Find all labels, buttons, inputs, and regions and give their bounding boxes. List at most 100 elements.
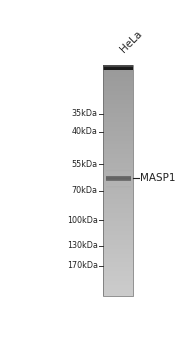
- Bar: [103, 293, 133, 294]
- Bar: [103, 191, 133, 193]
- Bar: [103, 93, 133, 95]
- Bar: [103, 224, 133, 225]
- Bar: [103, 204, 133, 206]
- Bar: [103, 274, 133, 275]
- Bar: [103, 238, 133, 239]
- Bar: [103, 266, 133, 267]
- Bar: [103, 77, 133, 78]
- Bar: [103, 295, 133, 296]
- Bar: [103, 145, 133, 146]
- Bar: [103, 139, 133, 140]
- Bar: [103, 198, 133, 200]
- Bar: [103, 146, 133, 147]
- Bar: [103, 241, 133, 242]
- Bar: [103, 288, 133, 289]
- Bar: [103, 259, 133, 260]
- Bar: [103, 194, 133, 195]
- Bar: [103, 271, 133, 272]
- Bar: [103, 295, 133, 296]
- Bar: [103, 73, 133, 74]
- Bar: [103, 125, 133, 126]
- Bar: [103, 226, 133, 227]
- Bar: [103, 182, 133, 183]
- Bar: [103, 245, 133, 246]
- Bar: [103, 88, 133, 89]
- Bar: [103, 219, 133, 220]
- Text: HeLa: HeLa: [118, 29, 144, 54]
- Bar: [103, 199, 133, 200]
- Bar: [103, 77, 133, 78]
- Bar: [103, 92, 133, 93]
- Bar: [103, 104, 133, 106]
- Bar: [103, 69, 133, 70]
- Bar: [103, 113, 133, 114]
- Bar: [103, 68, 133, 69]
- Bar: [103, 223, 133, 224]
- Bar: [103, 173, 133, 174]
- Bar: [103, 294, 133, 295]
- Bar: [103, 253, 133, 254]
- Bar: [103, 101, 133, 103]
- Bar: [103, 170, 133, 171]
- Bar: [103, 70, 133, 72]
- Bar: [103, 168, 133, 169]
- Bar: [103, 134, 133, 135]
- Bar: [103, 116, 133, 117]
- Bar: [103, 145, 133, 146]
- Bar: [103, 160, 133, 161]
- Bar: [103, 102, 133, 103]
- Bar: [103, 211, 133, 212]
- Bar: [103, 245, 133, 246]
- Bar: [103, 273, 133, 274]
- Bar: [103, 121, 133, 122]
- Bar: [103, 131, 133, 132]
- Bar: [103, 88, 133, 89]
- Bar: [103, 137, 133, 138]
- Bar: [103, 222, 133, 223]
- Bar: [103, 147, 133, 149]
- Bar: [103, 191, 133, 192]
- Bar: [103, 239, 133, 240]
- Bar: [103, 138, 133, 139]
- Bar: [103, 251, 133, 253]
- Bar: [103, 230, 133, 231]
- Bar: [103, 120, 133, 122]
- Bar: [103, 161, 133, 162]
- Bar: [103, 251, 133, 252]
- Bar: [103, 254, 133, 255]
- Bar: [103, 228, 133, 230]
- Bar: [103, 181, 133, 182]
- Bar: [103, 281, 133, 283]
- Bar: [103, 215, 133, 216]
- Bar: [103, 74, 133, 76]
- Bar: [103, 268, 133, 270]
- Bar: [103, 234, 133, 236]
- Bar: [103, 181, 133, 183]
- Bar: [103, 94, 133, 96]
- Bar: [103, 292, 133, 293]
- Bar: [103, 80, 133, 81]
- Bar: [103, 103, 133, 104]
- Bar: [103, 233, 133, 234]
- Bar: [103, 286, 133, 287]
- Bar: [103, 163, 133, 164]
- Bar: [103, 212, 133, 214]
- Bar: [103, 249, 133, 250]
- Bar: [103, 165, 133, 166]
- Bar: [103, 119, 133, 120]
- Bar: [103, 161, 133, 162]
- Bar: [103, 291, 133, 292]
- Bar: [103, 242, 133, 243]
- Bar: [103, 195, 133, 196]
- Text: 130kDa: 130kDa: [67, 241, 98, 250]
- Bar: [103, 159, 133, 160]
- Bar: [103, 124, 133, 125]
- Bar: [103, 210, 133, 211]
- Bar: [103, 248, 133, 250]
- Bar: [103, 65, 133, 70]
- Bar: [103, 111, 133, 112]
- Bar: [103, 143, 133, 144]
- Bar: [103, 85, 133, 86]
- Bar: [103, 162, 133, 163]
- Bar: [103, 144, 133, 145]
